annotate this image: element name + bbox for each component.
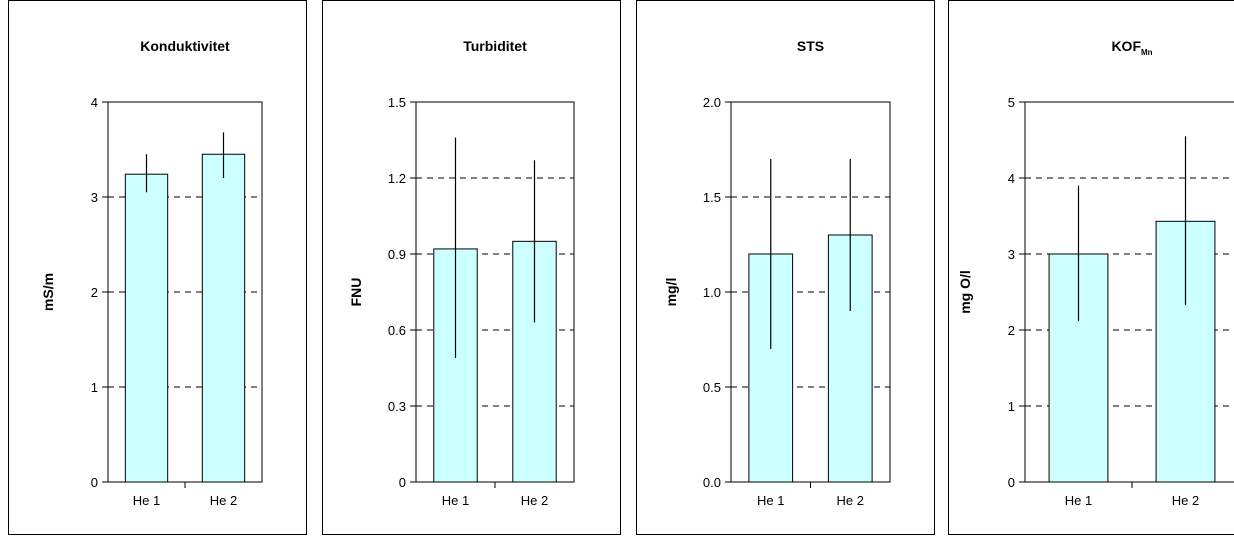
y-tick-label: 4 — [91, 95, 98, 110]
chart-title: Konduktivitet — [140, 38, 230, 54]
chart-panel-sts: STS mg/l 0.0 0.5 1.0 1.5 2.0 He 1 He 2 — [636, 0, 935, 535]
chart-title-subscript: Mn — [1141, 48, 1153, 57]
y-tick-label: 5 — [1008, 95, 1015, 110]
bar — [201, 153, 246, 483]
y-tick-label: 2 — [91, 285, 98, 300]
y-axis-label: mS/m — [40, 273, 56, 311]
x-tick-label: He 2 — [837, 493, 864, 508]
y-tick-label: 1.0 — [703, 285, 721, 300]
y-tick-label: 1.5 — [388, 95, 406, 110]
y-tick-label: 0.3 — [388, 399, 406, 414]
x-tick-label: He 2 — [1172, 493, 1199, 508]
y-tick-label: 0 — [91, 475, 98, 490]
y-tick-label: 4 — [1008, 171, 1015, 186]
chart-panel-kof: KOFMn mg O/l 0 1 2 3 4 5 He 1 He 2 — [948, 0, 1234, 535]
chart-title: KOFMn — [1111, 38, 1152, 57]
y-tick-label: 3 — [91, 190, 98, 205]
y-tick-label: 0 — [1008, 475, 1015, 490]
y-tick-label: 0 — [399, 475, 406, 490]
y-tick-label: 1.5 — [703, 190, 721, 205]
chart-konduktivitet: Konduktivitet mS/m 0 1 2 3 4 He 1 He 2 — [40, 38, 263, 508]
chart-kof: KOFMn mg O/l 0 1 2 3 4 5 He 1 He 2 — [957, 38, 1234, 508]
y-axis-label: mg/l — [663, 278, 679, 307]
chart-turbiditet: Turbiditet FNU 0 0.3 0.6 0.9 1.2 1.5 He 1 He 2 — [348, 38, 575, 508]
chart-panel-turbiditet: Turbiditet FNU 0 0.3 0.6 0.9 1.2 1.5 He 1 He 2 — [322, 0, 621, 535]
plot-area-frame — [730, 101, 891, 483]
chart-sts: STS mg/l 0.0 0.5 1.0 1.5 2.0 He 1 He 2 — [663, 38, 891, 508]
x-tick-label: He 1 — [757, 493, 784, 508]
chart-title: STS — [797, 38, 824, 54]
y-tick-label: 0.0 — [703, 475, 721, 490]
plot-area-frame — [415, 101, 575, 483]
x-tick-label: He 1 — [442, 493, 469, 508]
x-tick-label: He 1 — [133, 493, 160, 508]
y-tick-label: 2 — [1008, 323, 1015, 338]
x-tick-label: He 2 — [521, 493, 548, 508]
y-tick-label: 0.6 — [388, 323, 406, 338]
plot-area-frame — [107, 101, 263, 483]
y-axis-label: FNU — [348, 278, 364, 307]
x-tick-label: He 1 — [1065, 493, 1092, 508]
x-tick-label: He 2 — [210, 493, 237, 508]
y-tick-label: 1 — [1008, 399, 1015, 414]
chart-panel-konduktivitet: Konduktivitet mS/m 0 1 2 3 4 He 1 He 2 — [8, 0, 307, 535]
chart-title: Turbiditet — [463, 38, 527, 54]
y-tick-label: 1.2 — [388, 171, 406, 186]
y-axis-label: mg O/l — [957, 270, 973, 314]
y-tick-label: 1 — [91, 380, 98, 395]
y-tick-label: 0.9 — [388, 247, 406, 262]
y-tick-label: 2.0 — [703, 95, 721, 110]
plot-area-frame — [1024, 101, 1234, 483]
bar — [124, 173, 169, 483]
y-tick-label: 3 — [1008, 247, 1015, 262]
y-tick-label: 0.5 — [703, 380, 721, 395]
